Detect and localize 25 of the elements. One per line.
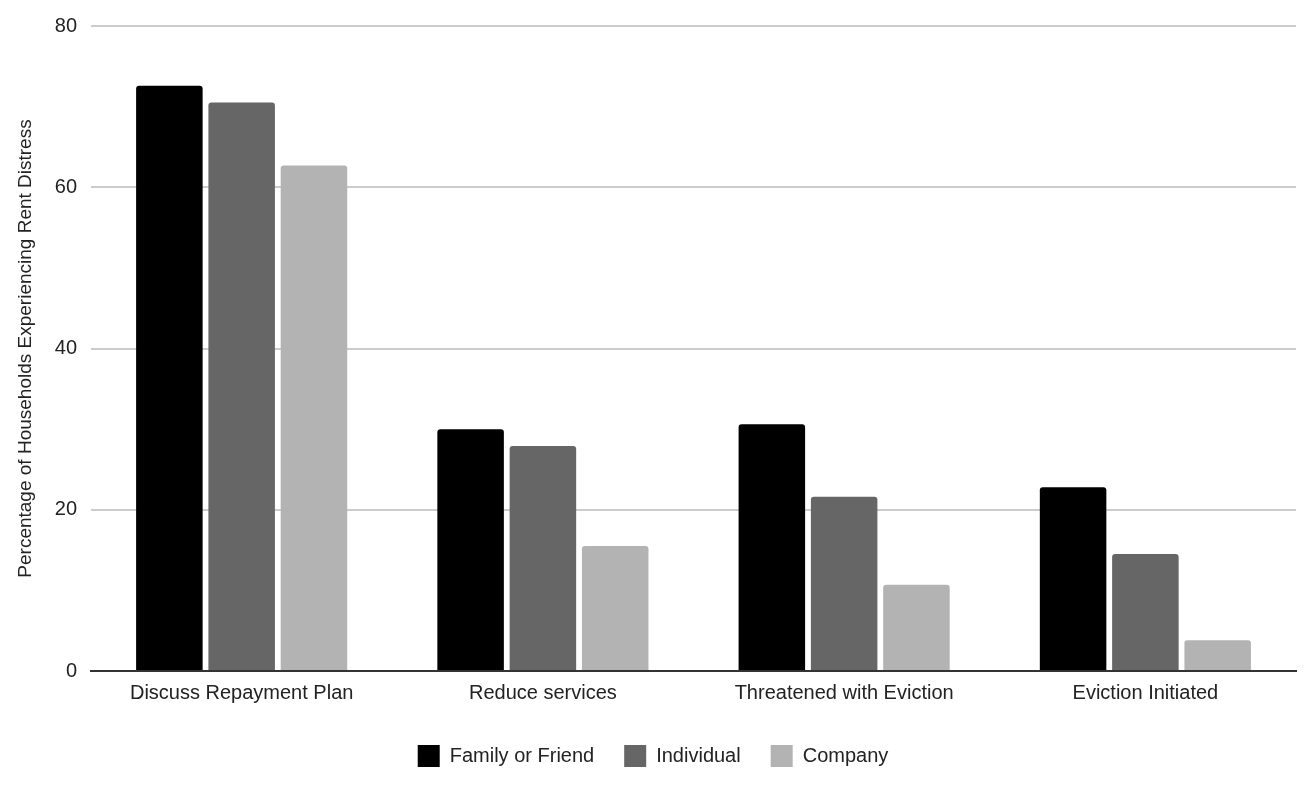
y-tick-label: 60 xyxy=(54,174,78,197)
legend-label: Family or Friend xyxy=(449,743,595,766)
bar xyxy=(509,446,577,670)
bar xyxy=(136,85,203,670)
x-tick-label: Discuss Repayment Plan xyxy=(129,680,354,703)
bar xyxy=(581,546,649,670)
x-tick-label: Eviction Initiated xyxy=(1072,680,1219,703)
y-tick-label: 40 xyxy=(54,336,78,359)
bar xyxy=(1039,487,1107,670)
bar xyxy=(738,424,806,670)
bar xyxy=(208,102,275,670)
legend-label: Individual xyxy=(656,743,741,766)
x-tick-label: Reduce services xyxy=(468,680,617,703)
y-tick-label: 0 xyxy=(65,658,78,681)
bar xyxy=(437,429,504,670)
bar xyxy=(280,165,348,670)
bar xyxy=(1112,554,1179,670)
bar xyxy=(1184,640,1251,670)
legend-label: Company xyxy=(802,743,889,766)
y-axis-title: Percentage of Households Experiencing Rent Distress xyxy=(13,119,35,578)
y-tick-label: 20 xyxy=(54,497,78,520)
bar xyxy=(883,584,950,670)
x-tick-label: Threatened with Eviction xyxy=(734,680,954,703)
y-tick-label: 80 xyxy=(54,13,78,36)
bar xyxy=(810,496,878,670)
